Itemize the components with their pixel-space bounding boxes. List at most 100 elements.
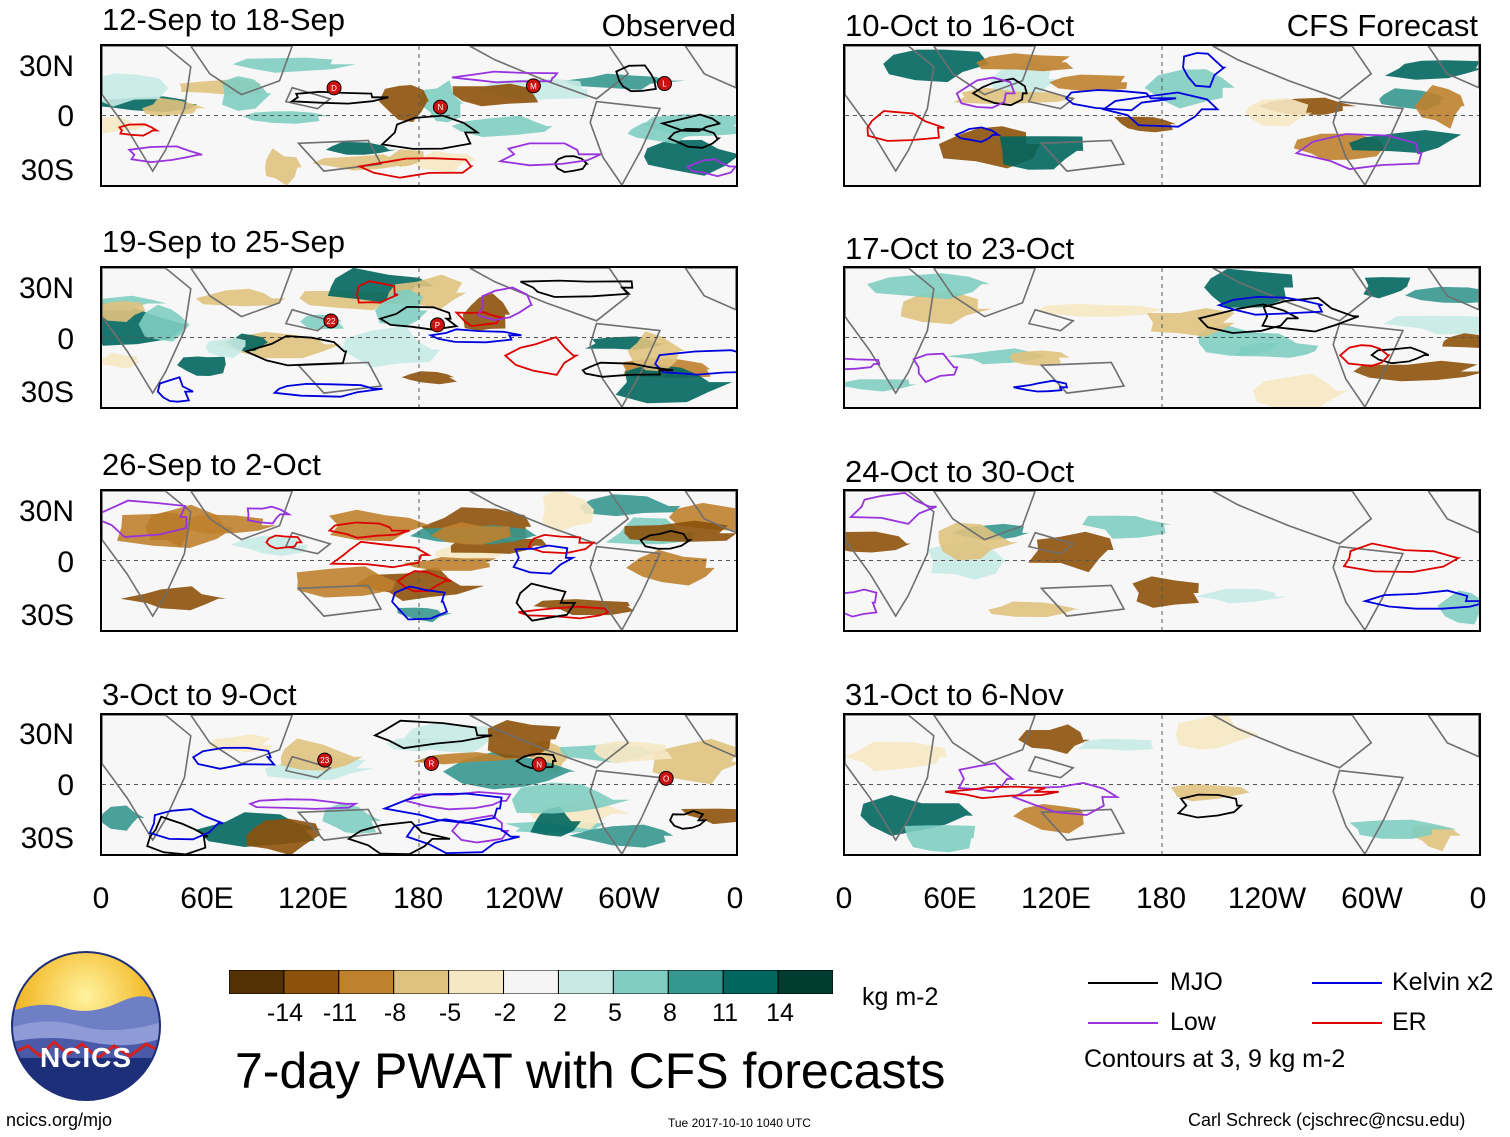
coastline <box>1332 545 1405 630</box>
wave-contour <box>954 126 1002 143</box>
coastline <box>102 46 192 173</box>
pwat-anomaly-shading <box>652 738 736 785</box>
colorbar-tick: 5 <box>608 999 622 1027</box>
wave-contour <box>659 113 721 133</box>
coastline <box>469 46 630 100</box>
colorbar-tick: -5 <box>438 999 462 1027</box>
figure-title: 7-day PWAT with CFS forecasts <box>235 1043 946 1099</box>
colorbar-swatch <box>503 969 559 995</box>
pwat-anomaly-shading <box>120 586 227 611</box>
pwat-anomaly-shading <box>1414 85 1465 129</box>
cyclone-marker-label: 23 <box>320 756 329 765</box>
wave-contour <box>497 142 602 167</box>
wave-contour <box>1216 295 1324 316</box>
wave-contour <box>527 533 597 555</box>
lon-label-60w: 60W <box>598 882 660 915</box>
wave-contour <box>454 311 505 328</box>
pwat-anomaly-shading <box>680 808 736 825</box>
tropical-cyclone-marker: N <box>531 756 547 772</box>
coastline <box>932 715 1037 765</box>
pwat-anomaly-shading <box>1353 360 1479 382</box>
pwat-anomaly-shading <box>397 607 453 623</box>
coastline <box>1027 308 1075 332</box>
lon-label-120w: 120W <box>484 882 564 915</box>
colorbar-swatch <box>448 969 505 995</box>
pwat-anomaly-shading <box>976 53 1074 72</box>
cyclone-marker-label: O <box>663 774 669 783</box>
colorbar-swatch <box>667 969 724 995</box>
coastline <box>189 268 294 318</box>
pwat-anomaly-shading <box>644 139 736 176</box>
coastline <box>1332 769 1405 854</box>
wave-contour <box>477 286 533 322</box>
coastline <box>684 268 736 311</box>
pwat-anomaly-shading <box>1144 69 1235 109</box>
wave-contour <box>346 820 451 854</box>
panel-title-obs-3: 26-Sep to 2-Oct <box>102 447 321 482</box>
wave-contour <box>248 798 359 810</box>
pwat-anomaly-shading <box>102 301 148 322</box>
coastline <box>1039 361 1126 394</box>
coastline <box>1027 755 1075 779</box>
colorbar-tick: -8 <box>383 999 407 1027</box>
cyclone-marker-label: D <box>331 84 337 93</box>
tropical-cyclone-marker: D <box>326 80 342 96</box>
cyclone-marker-label: M <box>530 82 537 91</box>
pwat-anomaly-shading <box>938 522 1019 561</box>
wave-contour <box>1370 346 1430 365</box>
lat-label-30s: 30S <box>20 376 74 409</box>
pwat-anomaly-shading <box>1363 277 1411 299</box>
map-panel-obs-3 <box>100 489 738 632</box>
cyclone-marker-label: N <box>536 760 542 769</box>
wave-contour <box>451 70 559 84</box>
ncics-logo[interactable]: NCICS <box>10 950 162 1102</box>
wave-contour <box>685 158 736 178</box>
legend-label-low: Low <box>1170 1008 1216 1036</box>
coastline <box>284 531 332 555</box>
map-panel-obs-2: 22 P <box>100 266 738 409</box>
lat-label-30s: 30S <box>20 599 74 632</box>
pwat-anomaly-shading <box>1114 116 1177 133</box>
footer-timestamp: Tue 2017-10-10 1040 UTC <box>668 1116 811 1130</box>
colorbar-swatch <box>777 969 834 995</box>
tropical-cyclone-marker: 23 <box>317 752 333 768</box>
pwat-anomaly-shading <box>353 567 485 601</box>
colorbar-tick: 11 <box>712 999 738 1027</box>
wave-contour <box>102 499 188 538</box>
pwat-anomaly-shading <box>325 141 396 155</box>
legend-label-kelvin: Kelvin x2 <box>1392 968 1494 996</box>
coastline <box>296 361 383 394</box>
coastline <box>1027 531 1075 555</box>
pwat-anomaly-shading <box>1405 286 1479 304</box>
pwat-anomaly-shading <box>195 288 286 307</box>
pwat-anomaly-shading <box>102 73 169 107</box>
pwat-anomaly-shading <box>401 371 457 385</box>
coastline <box>684 715 736 758</box>
wave-contour <box>503 336 580 376</box>
pwat-anomaly-shading <box>615 363 733 404</box>
wave-contour <box>405 818 520 854</box>
wave-contour <box>1011 781 1121 816</box>
wave-contour <box>1261 296 1360 333</box>
colorbar-tick: 8 <box>663 999 677 1027</box>
wave-contour <box>845 357 881 371</box>
colorbar-units: kg m-2 <box>862 983 939 1011</box>
wave-contour <box>450 814 510 844</box>
pwat-anomaly-shading <box>1349 130 1462 154</box>
wave-contour <box>957 762 1016 793</box>
pwat-anomaly-shading <box>845 531 911 553</box>
wave-contour <box>1176 793 1244 819</box>
panel-title-fc-4: 31-Oct to 6-Nov <box>845 677 1064 712</box>
ncics-logo-text: NCICS <box>39 1042 133 1073</box>
pwat-anomaly-shading <box>883 49 990 83</box>
coastline <box>932 268 1037 318</box>
colorbar-swatch <box>228 969 285 995</box>
coastline <box>1212 491 1373 545</box>
wave-contour <box>512 544 577 575</box>
pwat-anomaly-shading <box>860 795 973 836</box>
pwat-anomaly-shading <box>1245 98 1313 127</box>
footer-url[interactable]: ncics.org/mjo <box>6 1110 113 1130</box>
pwat-anomaly-shading <box>900 291 993 325</box>
pwat-anomaly-shading <box>329 509 431 542</box>
pwat-anomaly-shading <box>1028 531 1114 573</box>
